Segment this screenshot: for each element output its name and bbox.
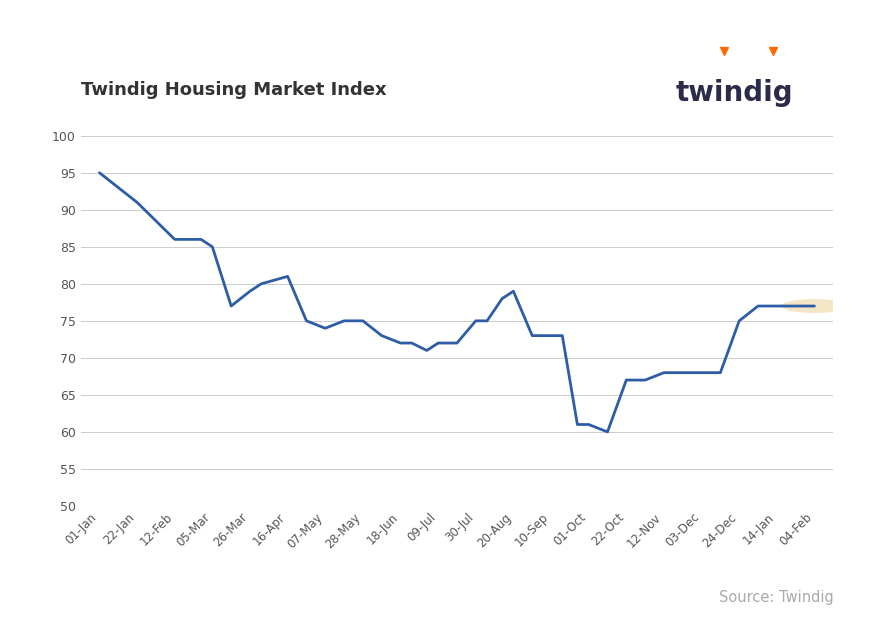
Circle shape [782,300,847,312]
Text: Twindig Housing Market Index: Twindig Housing Market Index [81,81,386,99]
Text: Source: Twindig: Source: Twindig [719,590,833,605]
Text: twindig: twindig [676,80,794,107]
